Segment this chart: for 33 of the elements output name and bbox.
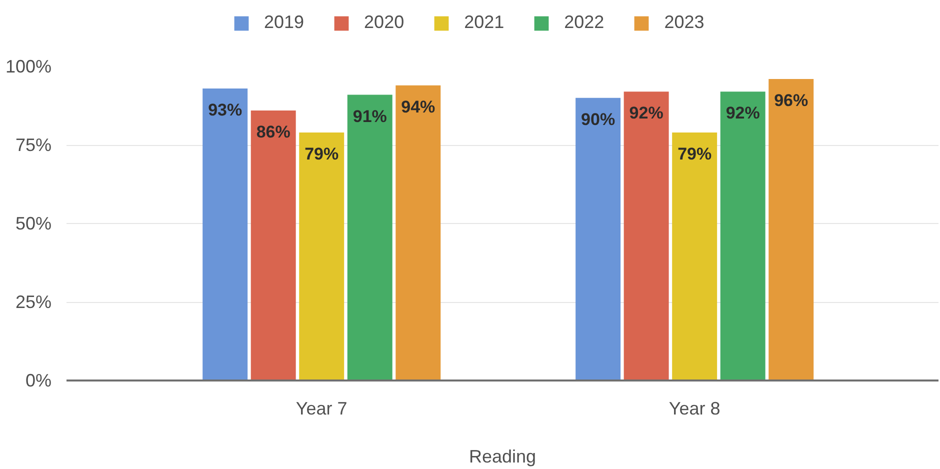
bar [396, 85, 441, 380]
legend-label: 2023 [664, 12, 704, 33]
y-tick-label: 100% [5, 56, 52, 76]
bar [720, 92, 766, 380]
x-tick-label: Year 8 [668, 398, 720, 418]
y-tick-label: 50% [15, 214, 52, 234]
data-label: 90% [581, 110, 616, 129]
data-label: 79% [304, 144, 339, 164]
data-label: 93% [208, 100, 242, 120]
data-label: 79% [678, 144, 712, 164]
data-label: 96% [774, 91, 808, 110]
bar [672, 132, 718, 380]
bar [624, 92, 669, 380]
data-label: 91% [352, 106, 387, 126]
y-tick-label: 0% [25, 370, 52, 390]
data-label: 94% [401, 97, 436, 116]
bar [299, 132, 344, 380]
data-label: 92% [629, 104, 664, 123]
x-axis-title: Reading [468, 446, 536, 466]
bar [768, 79, 814, 380]
bar [250, 110, 296, 380]
legend-label: 2019 [264, 12, 304, 33]
bar [202, 88, 248, 380]
bar [576, 98, 621, 380]
legend-label: 2020 [364, 12, 404, 33]
x-tick-label: Year 7 [296, 398, 348, 418]
y-tick-label: 75% [15, 135, 52, 155]
y-tick-label: 25% [15, 292, 52, 312]
data-label: 86% [256, 122, 290, 142]
legend-label: 2022 [564, 12, 604, 33]
bar [347, 94, 392, 380]
data-label: 92% [726, 104, 760, 123]
legend-label: 2021 [464, 12, 504, 33]
